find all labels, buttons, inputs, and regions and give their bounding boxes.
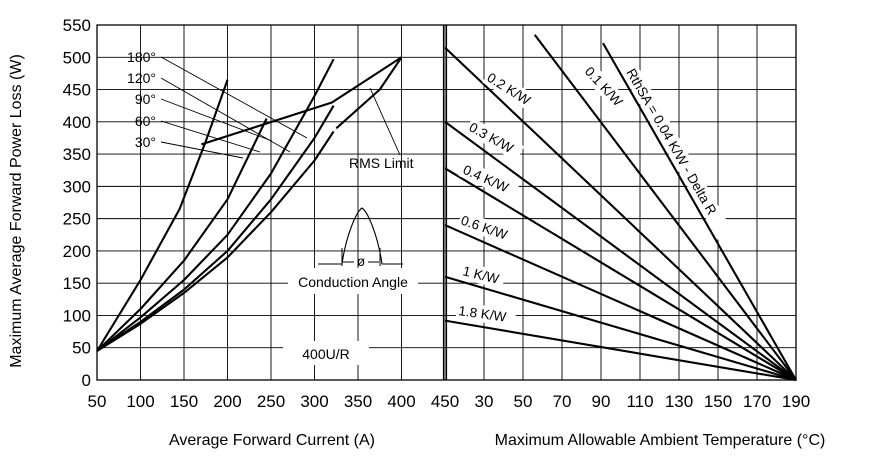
series-line — [201, 56, 403, 146]
x-tick-label: 130 — [665, 392, 693, 411]
x-tick-label: 110 — [626, 392, 653, 411]
angle-leader-line — [160, 120, 261, 153]
labels: Maximum Average Forward Power Loss (W) A… — [8, 16, 825, 449]
x-tick-label: 400 — [387, 392, 415, 411]
x-tick-label: 30 — [475, 392, 494, 411]
y-tick-label: 150 — [63, 274, 91, 293]
angle-leader-line — [160, 56, 308, 139]
series-line — [444, 120, 797, 381]
y-tick-label: 500 — [63, 48, 91, 67]
heatsink-label: 0.4 K/W — [461, 162, 511, 195]
x-tick-label: 50 — [514, 392, 533, 411]
y-tick-label: 550 — [63, 16, 91, 35]
heatsink-label-bg — [456, 211, 519, 247]
heatsink-label-bg — [455, 301, 517, 327]
x-tick-label: 190 — [782, 392, 810, 411]
heatsink-label-group: RthSA = 0.04 K/W - Delta R — [621, 63, 739, 249]
y-tick-label: 100 — [63, 306, 91, 325]
angle-leader-line — [160, 141, 244, 159]
series-line — [533, 34, 797, 381]
angle-label: 90° — [135, 91, 156, 107]
y-tick-label: 450 — [63, 81, 91, 100]
x-axis-title-left: Average Forward Current (A) — [169, 432, 375, 449]
y-tick-label: 0 — [82, 371, 91, 390]
heatsink-label-group: 0.3 K/W — [464, 117, 525, 162]
series-line — [602, 42, 797, 381]
y-tick-label: 200 — [63, 242, 91, 261]
series-line — [96, 105, 335, 352]
angle-leader-line — [160, 98, 273, 142]
x-tick-label: 100 — [126, 392, 154, 411]
y-tick-label: 400 — [63, 113, 91, 132]
heatsink-label-bg — [459, 261, 506, 290]
inset-label-bg — [288, 268, 418, 294]
curves — [96, 34, 797, 382]
series-line — [444, 319, 797, 382]
angle-label: 30° — [135, 134, 156, 150]
grid — [96, 24, 797, 381]
x-tick-label: 170 — [743, 392, 771, 411]
part-number-label: 400U/R — [302, 346, 349, 362]
rms-limit-label: RMS Limit — [349, 155, 414, 171]
y-axis-title: Maximum Average Forward Power Loss (W) — [8, 54, 25, 368]
half-wave-icon — [318, 207, 403, 265]
heatsink-label-bg — [579, 61, 633, 117]
x-tick-label: 90 — [592, 392, 611, 411]
heatsink-label-bg — [464, 117, 525, 162]
y-tick-label: 50 — [72, 339, 91, 358]
y-tick-label: 300 — [63, 177, 91, 196]
angle-label: 120° — [127, 70, 156, 86]
heatsink-label: 1.8 K/W — [458, 303, 508, 325]
series-line — [444, 46, 797, 381]
heatsink-label: 0.2 K/W — [484, 70, 533, 108]
series-line — [444, 224, 797, 381]
x-tick-label: 350 — [344, 392, 372, 411]
heatsink-label-group: 1.8 K/W — [455, 301, 517, 327]
heatsink-label-bg — [458, 160, 520, 200]
heatsink-label-group: 1 K/W — [459, 261, 506, 290]
x-tick-label: 150 — [704, 392, 732, 411]
y-tick-label: 350 — [63, 145, 91, 164]
series-line — [96, 118, 268, 352]
heatsink-label-bg — [621, 63, 739, 249]
x-tick-label: 200 — [213, 392, 241, 411]
part-label-bg — [283, 341, 369, 365]
angle-leader-line — [160, 77, 291, 153]
series-line — [96, 58, 335, 352]
x-tick-label: 70 — [553, 392, 572, 411]
x-axis-title-right: Maximum Allowable Ambient Temperature (°… — [495, 432, 826, 449]
rms-leader-line — [369, 87, 401, 156]
heatsink-label-bg — [482, 67, 542, 114]
series-line — [444, 167, 797, 381]
series-line — [96, 79, 229, 352]
x-tick-label: 300 — [300, 392, 328, 411]
x-tick-label: 150 — [170, 392, 198, 411]
heatsink-label-group: 0.6 K/W — [456, 211, 519, 247]
conduction-angle-label: Conduction Angle — [298, 274, 408, 290]
angle-label: 180° — [127, 49, 156, 65]
x-tick-label: 450 — [431, 392, 459, 411]
heatsink-label: RthSA = 0.04 K/W - Delta R — [623, 66, 719, 218]
phi-symbol: ø — [357, 254, 365, 269]
y-tick-label: 250 — [63, 210, 91, 229]
x-tick-label: 50 — [88, 392, 107, 411]
series-line — [96, 130, 335, 352]
series-line — [444, 275, 797, 382]
angle-label: 60° — [135, 113, 156, 129]
x-tick-label: 250 — [257, 392, 285, 411]
